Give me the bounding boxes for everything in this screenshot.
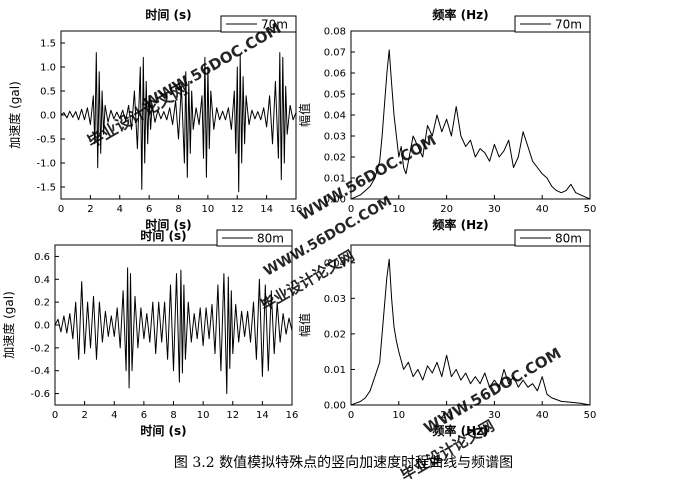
legend: 70m: [220, 15, 297, 33]
x-tick-label: 10: [202, 204, 215, 215]
y-tick-label: 0.5: [40, 87, 56, 98]
x-tick-label: 0: [348, 204, 354, 215]
chart-title: 频率 (Hz): [432, 7, 488, 22]
x-tick-label: 30: [488, 410, 501, 421]
y-tick-label: 0.06: [324, 69, 346, 80]
x-tick-label: 0: [52, 410, 58, 421]
y-axis-label: 加速度 (gal): [7, 81, 22, 148]
x-axis-label: 时间 (s): [140, 423, 186, 438]
chart-title: 时间 (s): [140, 228, 186, 243]
x-tick-label: 14: [256, 410, 269, 421]
x-tick-label: 2: [87, 204, 93, 215]
y-tick-label: -1.0: [36, 159, 56, 170]
x-axis-label: 时间 (s): [145, 217, 191, 232]
x-tick-label: 40: [536, 204, 549, 215]
y-axis-label: 幅值: [297, 103, 312, 127]
chart-panel-1: 0 2 4 6 8 10 12 14 16 -1.5 -1.0 -0.5 0.0 0.5 1.0 1.5 时间 …: [7, 7, 302, 232]
y-tick-label: -1.5: [36, 183, 56, 194]
x-tick-label: 10: [197, 410, 210, 421]
watermark-text: WWW.56DOC.COM: [141, 19, 285, 112]
y-tick-label: -0.5: [36, 135, 56, 146]
x-tick-label: 4: [111, 410, 117, 421]
y-tick-label: 0.02: [324, 153, 346, 164]
x-tick-label: 6: [146, 204, 152, 215]
series-line-70m: [60, 52, 297, 193]
x-tick-label: 20: [440, 410, 453, 421]
y-tick-label: 0.05: [324, 90, 346, 101]
series-line-70m: [350, 49, 591, 200]
x-tick-label: 50: [584, 204, 597, 215]
legend-box: [514, 229, 591, 247]
series-line-80m: [54, 267, 293, 395]
y-axis-label: 幅值: [297, 313, 312, 337]
y-tick-label: 0.03: [324, 132, 346, 143]
x-tick-label: 16: [290, 204, 303, 215]
x-tick-label: 30: [488, 204, 501, 215]
legend: 80m: [514, 229, 591, 247]
legend-label: 80m: [257, 232, 284, 246]
y-axis-label: 加速度 (gal): [1, 291, 16, 358]
y-tick-label: 0.04: [324, 258, 346, 269]
y-tick-label: 0.6: [34, 252, 50, 263]
y-tick-label: 0.00: [324, 195, 346, 206]
y-tick-label: 0.07: [324, 48, 346, 59]
y-tick-label: 0.02: [324, 329, 346, 340]
chart-panel-3: 0 2 4 6 8 10 12 14 16 -0.6 -0.4 -0.2 0.0 0.2 0.4 0.6 时间 …: [1, 228, 298, 438]
y-tick-label: 0.08: [324, 27, 346, 38]
y-tick-label: 0.0: [34, 321, 50, 332]
legend: 80m: [216, 229, 293, 247]
chart-panel-2: 0 10 20 30 40 50 0.00 0.01 0.02 0.03 0.04 0.05 0.06 0…: [297, 7, 596, 232]
legend-box: [514, 15, 591, 33]
x-tick-label: 40: [536, 410, 549, 421]
plot-frame: [350, 244, 591, 406]
x-tick-label: 2: [81, 410, 87, 421]
x-tick-label: 12: [226, 410, 239, 421]
x-tick-label: 10: [392, 204, 405, 215]
chart-panel-4: 0 10 20 30 40 50 0.00 0.01 0.02 0.03 0.04 频率 (Hz) 幅值…: [297, 229, 597, 438]
x-tick-label: 16: [286, 410, 299, 421]
y-tick-label: 0.2: [34, 298, 50, 309]
x-tick-label: 8: [170, 410, 176, 421]
y-tick-label: 0.01: [324, 365, 346, 376]
watermark-text: WWW.56DOC.COM: [421, 344, 565, 437]
x-tick-label: 20: [440, 204, 453, 215]
x-axis-label: 频率 (Hz): [432, 423, 488, 438]
y-tick-label: 1.5: [40, 39, 56, 50]
series-line-80m: [350, 258, 591, 406]
y-tick-label: 0.00: [324, 401, 346, 412]
figure-caption: 图 3.2 数值模拟特殊点的竖向加速度时程曲线与频谱图: [173, 455, 514, 471]
y-tick-label: -0.4: [30, 366, 50, 377]
legend-label: 70m: [261, 18, 288, 32]
x-tick-label: 6: [141, 410, 147, 421]
y-tick-label: -0.6: [30, 389, 50, 400]
y-tick-label: 1.0: [40, 63, 56, 74]
y-tick-label: 0.03: [324, 294, 346, 305]
chart-title: 时间 (s): [145, 7, 191, 22]
y-tick-label: 0.04: [324, 111, 346, 122]
x-tick-label: 12: [231, 204, 244, 215]
y-tick-label: -0.2: [30, 343, 50, 354]
x-tick-label: 4: [117, 204, 123, 215]
y-tick-label: 0.01: [324, 174, 346, 185]
legend-box: [220, 15, 297, 33]
plot-frame: [54, 244, 293, 406]
x-tick-label: 0: [348, 410, 354, 421]
y-tick-label: 0.4: [34, 275, 50, 286]
x-tick-label: 50: [584, 410, 597, 421]
legend-label: 70m: [555, 18, 582, 32]
legend-label: 80m: [555, 232, 582, 246]
x-tick-label: 10: [392, 410, 405, 421]
x-axis-label: 频率 (Hz): [432, 217, 488, 232]
legend-box: [216, 229, 293, 247]
legend: 70m: [514, 15, 591, 33]
x-tick-label: 0: [58, 204, 64, 215]
x-tick-label: 14: [260, 204, 273, 215]
x-tick-label: 8: [175, 204, 181, 215]
chart-panels: 0 2 4 6 8 10 12 14 16 -1.5 -1.0 -0.5 0.0 0.5 1.0 1.5 时间 …: [1, 7, 596, 438]
y-tick-label: 0.0: [40, 111, 56, 122]
